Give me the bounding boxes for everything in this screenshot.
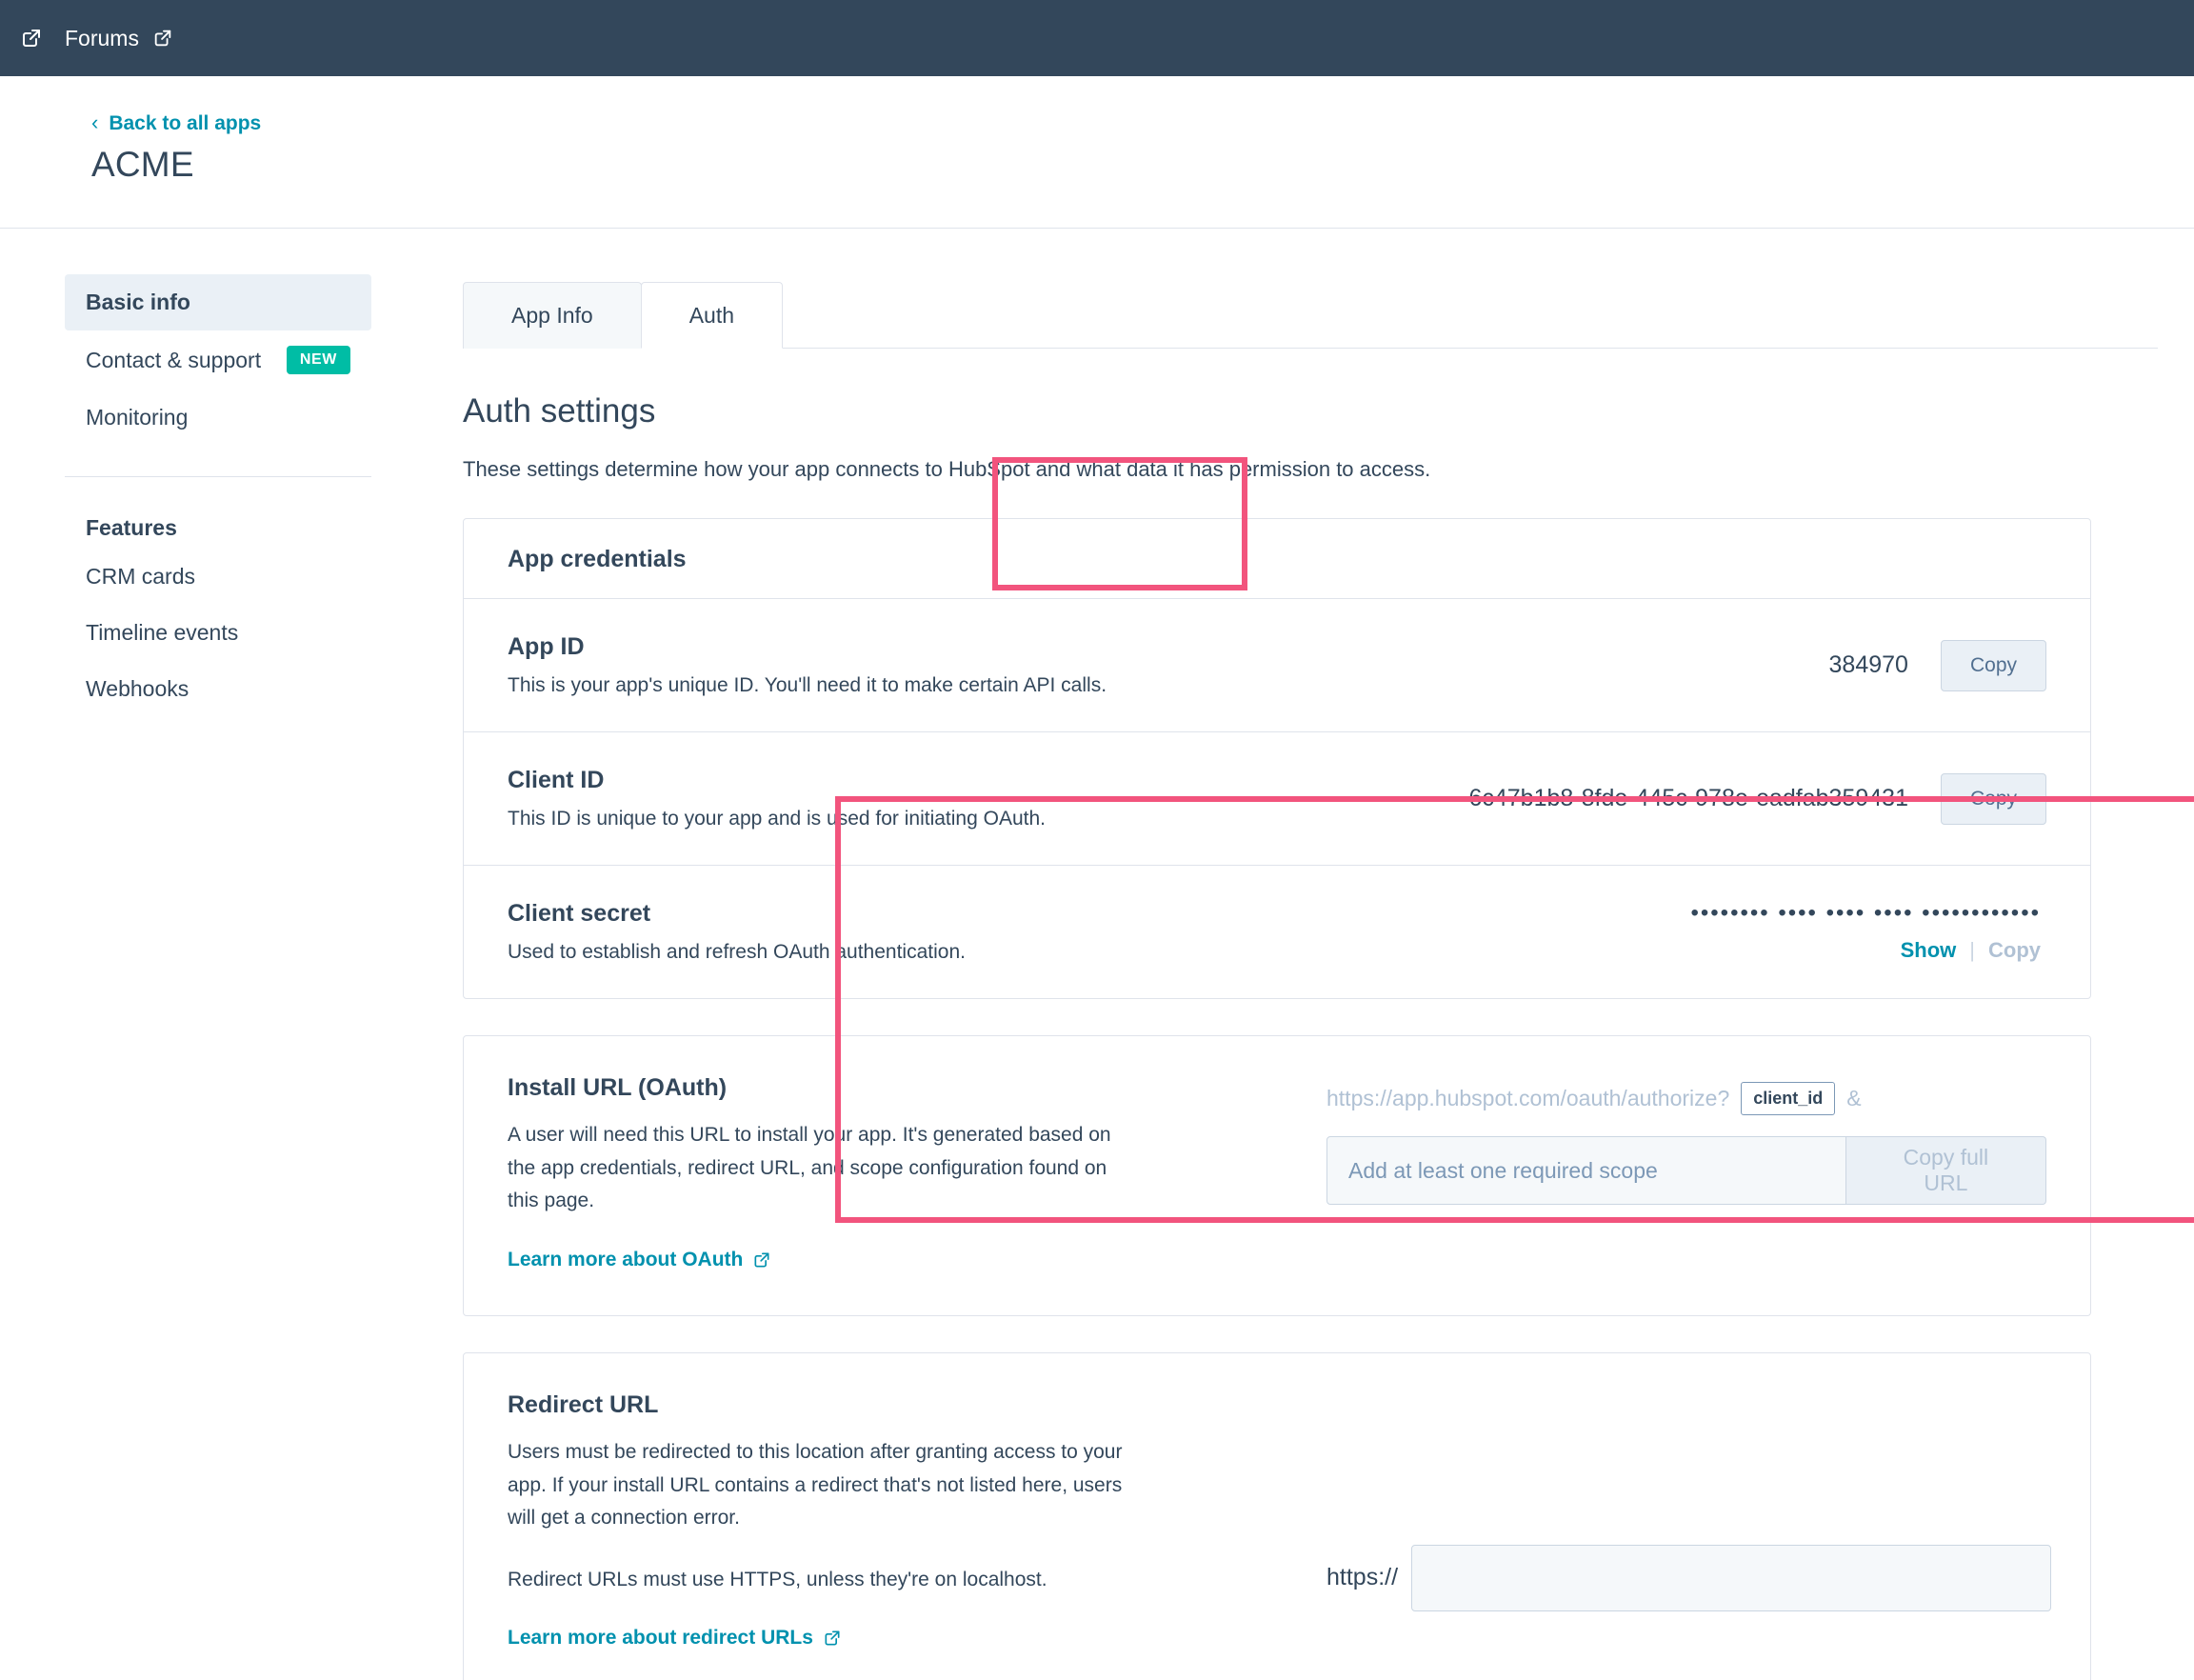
copy-full-url-button[interactable]: Copy full URL [1845,1136,2046,1205]
client-secret-masked-value: •••••••• •••• •••• •••• •••••••••••• [1690,899,2041,926]
install-url-card: Install URL (OAuth) A user will need thi… [463,1035,2091,1316]
url-ampersand: & [1846,1086,1862,1110]
card-title-app-credentials: App credentials [464,519,2090,599]
redirect-url-block: Redirect URL Users must be redirected to… [464,1353,2090,1680]
sidebar-item-label: Basic info [86,290,190,314]
credential-info: Client ID This ID is unique to your app … [508,767,1468,830]
external-link-icon [20,27,43,50]
install-url-description: A user will need this URL to install you… [508,1124,1111,1212]
sidebar-item-label: Monitoring [86,405,189,430]
sidebar-item-contact-support[interactable]: Contact & support NEW [65,330,371,390]
https-prefix-label: https:// [1326,1564,1399,1591]
credential-label: Client secret [508,900,651,927]
sidebar-item-basic-info[interactable]: Basic info [65,274,371,330]
back-link-label: Back to all apps [109,112,262,134]
scope-input[interactable]: Add at least one required scope [1326,1136,1846,1205]
forums-link[interactable]: Forums [65,26,173,51]
forums-label: Forums [65,25,139,50]
client-secret-value-group: •••••••• •••• •••• •••• •••••••••••• Sho… [1690,899,2046,963]
install-url-info: Install URL (OAuth) A user will need thi… [508,1074,1136,1271]
credential-value-group: 6c47b1b8-8fde-445c-978e-eadfab359431 Cop… [1468,772,2046,825]
credential-value-group: 384970 Copy [1828,639,2046,691]
sidebar-item-crm-cards[interactable]: CRM cards [65,549,371,605]
copy-secret-link[interactable]: Copy [1988,937,2041,962]
credential-description: This is your app's unique ID. You'll nee… [508,674,1107,696]
tab-app-info[interactable]: App Info [463,282,642,349]
copy-client-id-button[interactable]: Copy [1940,772,2046,825]
credential-description: This ID is unique to your app and is use… [508,808,1046,830]
credential-info: Client secret Used to establish and refr… [508,900,1690,964]
main-content: App Info Auth Auth settings These settin… [400,229,2194,1680]
credential-row-client-id: Client ID This ID is unique to your app … [464,732,2090,866]
external-link-icon [152,28,173,49]
sidebar-item-timeline-events[interactable]: Timeline events [65,605,371,661]
tab-bar: App Info Auth [463,274,2158,349]
section-subtitle: These settings determine how your app co… [463,457,1431,481]
external-link-icon-button[interactable] [10,16,53,60]
tab-label: App Info [511,303,593,328]
sidebar-divider [65,476,371,477]
install-url-preview: https://app.hubspot.com/oauth/authorize?… [1326,1082,2046,1115]
show-secret-link[interactable]: Show [1900,937,1957,962]
redirect-url-input[interactable] [1411,1544,2052,1611]
learn-more-redirect-urls-link[interactable]: Learn more about redirect URLs [508,1627,842,1650]
install-url-prefix: https://app.hubspot.com/oauth/authorize? [1326,1086,1730,1110]
top-navigation-bar: Forums [0,0,2194,76]
install-url-block: Install URL (OAuth) A user will need thi… [464,1036,2090,1315]
credential-label: Client ID [508,767,605,793]
scope-input-row: Add at least one required scope Copy ful… [1326,1136,2046,1205]
sidebar-item-label: CRM cards [86,564,196,589]
redirect-url-controls: https:// [1136,1391,2052,1650]
app-credentials-card: App credentials App ID This is your app'… [463,518,2091,999]
redirect-url-info: Redirect URL Users must be redirected to… [508,1391,1136,1650]
section-title-auth-settings: Auth settings [463,392,656,430]
client-secret-actions: Show | Copy [1901,938,2041,963]
scope-placeholder: Add at least one required scope [1348,1157,1658,1183]
sidebar-section-heading-features: Features [86,515,177,540]
tab-auth[interactable]: Auth [640,282,784,349]
credential-info: App ID This is your app's unique ID. You… [508,633,1829,697]
client-id-token-chip: client_id [1741,1082,1836,1115]
sidebar-item-label: Timeline events [86,620,239,645]
redirect-url-description-1: Users must be redirected to this locatio… [508,1440,1123,1530]
credential-label: App ID [508,633,585,660]
learn-more-oauth-link[interactable]: Learn more about OAuth [508,1249,771,1271]
external-link-icon [752,1250,771,1270]
sidebar-item-monitoring[interactable]: Monitoring [65,390,371,446]
redirect-url-description-2: Redirect URLs must use HTTPS, unless the… [508,1568,1047,1590]
page-title: ACME [91,145,194,184]
redirect-url-title: Redirect URL [508,1390,659,1418]
new-badge: NEW [286,346,350,374]
client-id-value: 6c47b1b8-8fde-445c-978e-eadfab359431 [1468,785,1908,811]
sidebar-item-label: Webhooks [86,676,189,701]
tab-label: Auth [688,302,735,328]
sidebar-item-label: Contact & support [86,347,262,372]
redirect-url-card: Redirect URL Users must be redirected to… [463,1351,2091,1680]
back-to-all-apps-link[interactable]: ‹ Back to all apps [91,112,2194,135]
chevron-left-icon: ‹ [91,110,99,134]
credential-row-app-id: App ID This is your app's unique ID. You… [464,599,2090,732]
credential-row-client-secret: Client secret Used to establish and refr… [464,866,2090,998]
sidebar-navigation: Basic info Contact & support NEW Monitor… [0,229,400,717]
install-url-title: Install URL (OAuth) [508,1074,728,1101]
sidebar-item-webhooks[interactable]: Webhooks [65,661,371,717]
learn-more-label: Learn more about OAuth [508,1248,744,1270]
external-link-icon [823,1629,842,1648]
install-url-controls: https://app.hubspot.com/oauth/authorize?… [1136,1074,2046,1271]
action-separator: | [1969,937,1975,962]
credential-description: Used to establish and refresh OAuth auth… [508,941,966,963]
copy-app-id-button[interactable]: Copy [1940,639,2046,691]
page-header: ‹ Back to all apps ACME [0,76,2194,229]
app-id-value: 384970 [1828,651,1908,678]
learn-more-label: Learn more about redirect URLs [508,1627,813,1650]
